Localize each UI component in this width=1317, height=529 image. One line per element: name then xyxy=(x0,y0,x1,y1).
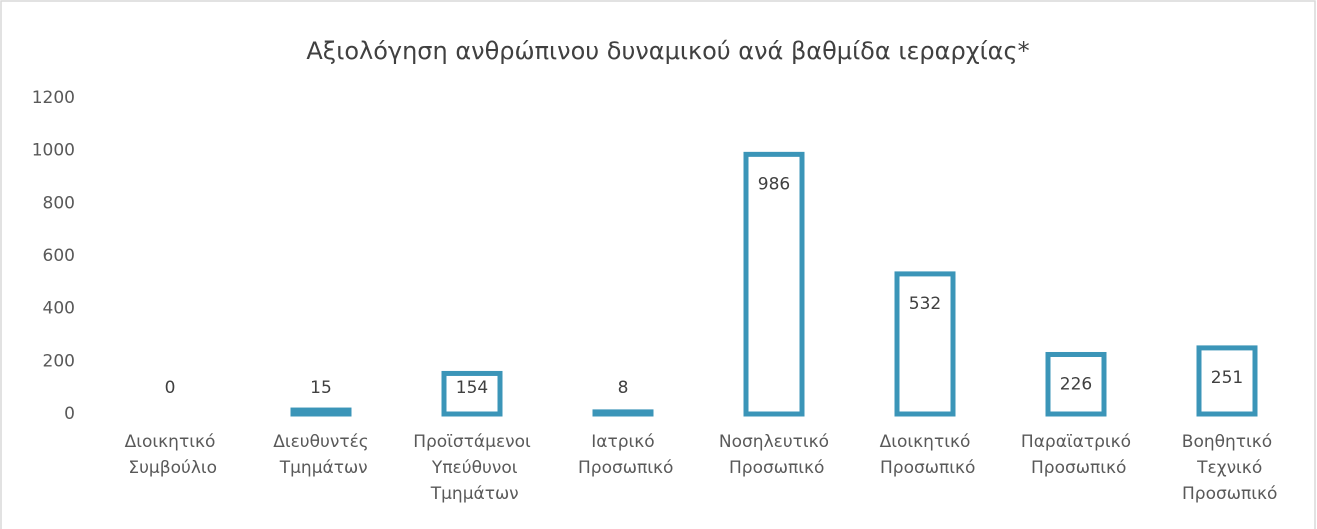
x-tick-label: Παραϊατρικό Προσωπικό xyxy=(1021,432,1131,478)
x-tick-label: Διευθυντές Τμημάτων xyxy=(273,432,369,478)
x-tick-label: Διοικητικό Προσωπικό xyxy=(875,432,976,478)
data-label: 532 xyxy=(909,294,941,314)
x-tick-label: Νοσηλευτικό Προσωπικό xyxy=(719,432,829,478)
data-label: 986 xyxy=(758,174,790,194)
y-tick-label: 600 xyxy=(43,246,75,266)
x-tick-label: Βοηθητικό Τεχνικό Προσωπικό xyxy=(1177,432,1278,504)
y-tick-label: 1200 xyxy=(32,88,75,108)
bar xyxy=(441,370,503,417)
bar xyxy=(743,151,805,417)
bar xyxy=(894,271,956,417)
chart-title: Αξιολόγηση ανθρώπινου δυναμικού ανά βαθμ… xyxy=(306,37,1029,65)
data-label: 15 xyxy=(310,378,332,398)
data-label: 251 xyxy=(1211,368,1243,388)
x-tick-label: Ιατρικό Προσωπικό xyxy=(573,432,674,478)
y-tick-label: 400 xyxy=(43,299,75,319)
y-tick-label: 0 xyxy=(64,404,75,424)
bar xyxy=(1196,345,1258,417)
data-label: 154 xyxy=(456,378,488,398)
x-tick-label: Προϊστάμενοι Υπεύθυνοι Τμημάτων xyxy=(413,432,531,504)
bar xyxy=(1045,351,1107,417)
data-label: 226 xyxy=(1060,374,1092,394)
y-tick-label: 1000 xyxy=(32,141,75,161)
y-tick-label: 800 xyxy=(43,193,75,213)
bar xyxy=(592,409,654,417)
x-tick-label: Διοικητικό Συμβούλιο xyxy=(123,432,217,478)
bar xyxy=(290,407,352,417)
y-tick-label: 200 xyxy=(43,351,75,371)
data-label: 0 xyxy=(165,378,176,398)
data-label: 8 xyxy=(618,378,629,398)
